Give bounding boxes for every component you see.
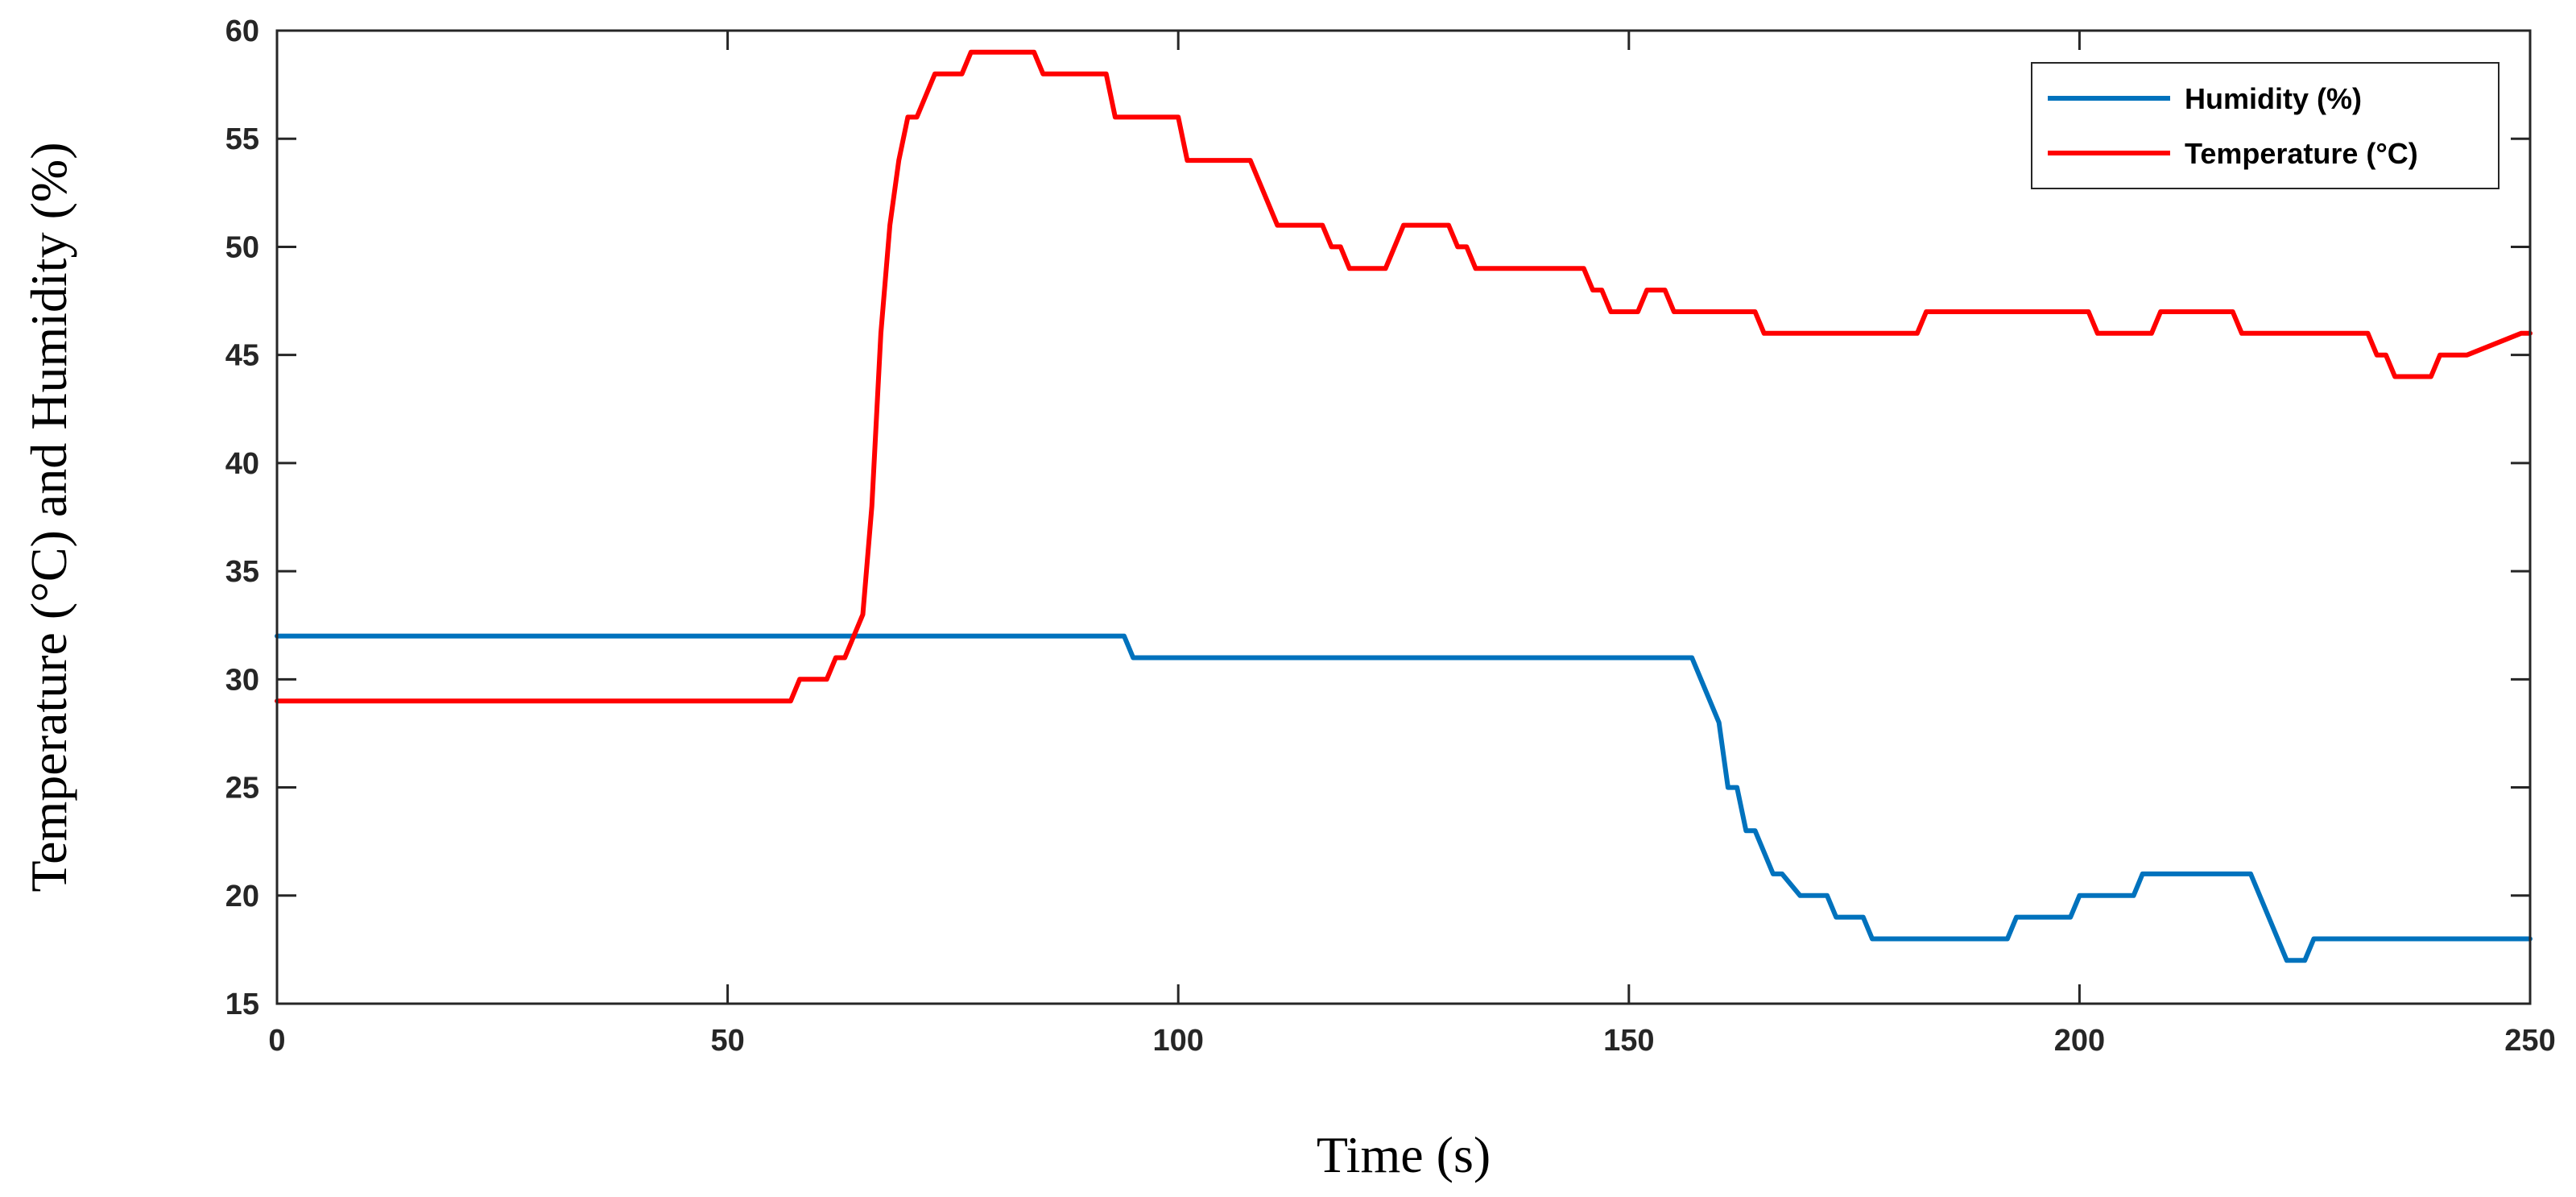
legend-label-0: Humidity (%) [2185, 82, 2362, 115]
x-tick-label: 200 [2054, 1024, 2105, 1058]
x-tick-label: 250 [2504, 1024, 2555, 1058]
legend-box [2031, 62, 2500, 189]
y-tick-label: 35 [225, 555, 259, 589]
y-tick-label: 30 [225, 663, 259, 697]
axes-layer: 0 50 100 150 200 250 15 20 25 30 35 40 45 50 55 60 [225, 14, 2556, 1058]
y-axis-title: Temperature (°C) and Humidity (%) [20, 142, 77, 892]
legend-label-1: Temperature (°C) [2185, 137, 2418, 170]
y-tick-label: 55 [225, 122, 259, 156]
y-tick-label: 40 [225, 447, 259, 481]
x-tick-label: 100 [1152, 1024, 1203, 1058]
legend: Humidity (%) Temperature (°C) [2031, 62, 2500, 189]
y-tick-label: 15 [225, 988, 259, 1021]
plot-area [277, 31, 2530, 1004]
x-tick-label: 150 [1603, 1024, 1654, 1058]
x-axis-title: Time (s) [1317, 1126, 1491, 1183]
y-tick-label: 45 [225, 339, 259, 373]
series-line-0 [275, 633, 2533, 963]
x-tick-label: 50 [710, 1024, 744, 1058]
series-line-1 [275, 49, 2533, 704]
axes-frame [275, 29, 2532, 1005]
series-layer [275, 49, 2533, 963]
x-tick-label: 0 [268, 1024, 285, 1058]
y-tick-label: 50 [225, 230, 259, 264]
y-tick-label: 20 [225, 880, 259, 913]
y-tick-label: 60 [225, 14, 259, 48]
y-tick-label: 25 [225, 772, 259, 806]
